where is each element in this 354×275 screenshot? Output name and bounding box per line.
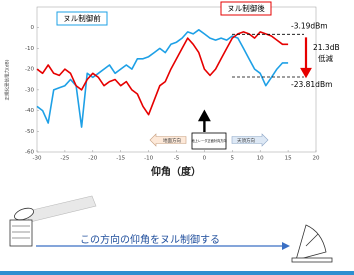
y-tick-label: -40: [25, 108, 34, 114]
direction-label: 天頂方向: [237, 137, 255, 144]
x-tick-label: 5: [231, 156, 235, 162]
reduction-label: 21.3dB: [313, 43, 340, 52]
x-tick-label: -20: [88, 156, 97, 162]
y-tick-label: -50: [25, 129, 34, 135]
y-tick-label: 0: [31, 25, 35, 31]
y-tick-label: -30: [25, 87, 34, 93]
y-tick-label: -10: [25, 46, 34, 52]
x-tick-label: 20: [313, 156, 320, 162]
x-tick-label: 0: [203, 156, 207, 162]
caption: この方向の仰角をヌル制御する: [80, 233, 220, 246]
direction-label: 地上レーダ正面対向方向: [191, 138, 226, 143]
radar-base: [10, 220, 32, 246]
direction-boxes: 地面方向 地上レーダ正面対向方向 天頂方向: [150, 112, 268, 149]
y-tick-label: -20: [25, 67, 34, 73]
figure: 正規化受信電力(dB) 仰角（度） 地面方向 地上レーダ正面対向方向 天頂方向 …: [0, 0, 354, 275]
reference-label: -3.19dBm: [291, 21, 328, 30]
dish: [296, 225, 326, 260]
x-tick-label: -5: [174, 156, 180, 162]
series-line: [37, 30, 288, 127]
footer-bar: [0, 271, 354, 275]
x-tick-label: -25: [60, 156, 69, 162]
legend-label: ヌル制御前: [63, 13, 101, 23]
plot-frame: [37, 7, 316, 152]
x-tick-label: -15: [116, 156, 125, 162]
beam: [24, 196, 96, 222]
reduction-note: 低減: [318, 53, 333, 63]
y-axis-label: 正規化受信電力(dB): [4, 59, 11, 100]
series-line: [37, 32, 288, 115]
reference-label: -23.81dBm: [291, 80, 332, 89]
x-tick-label: -10: [144, 156, 153, 162]
reduction-arrow: [302, 37, 310, 76]
x-axis-label: 仰角（度）: [151, 165, 201, 178]
x-tick-label: -30: [33, 156, 42, 162]
boresight-arrow: [200, 112, 209, 132]
x-tick-label: 15: [285, 156, 292, 162]
x-tick-label: 10: [257, 156, 264, 162]
legend-label: ヌル制御後: [227, 3, 265, 13]
diagram: この方向の仰角をヌル制御する: [0, 196, 354, 275]
direction-label: 地面方向: [163, 137, 181, 144]
